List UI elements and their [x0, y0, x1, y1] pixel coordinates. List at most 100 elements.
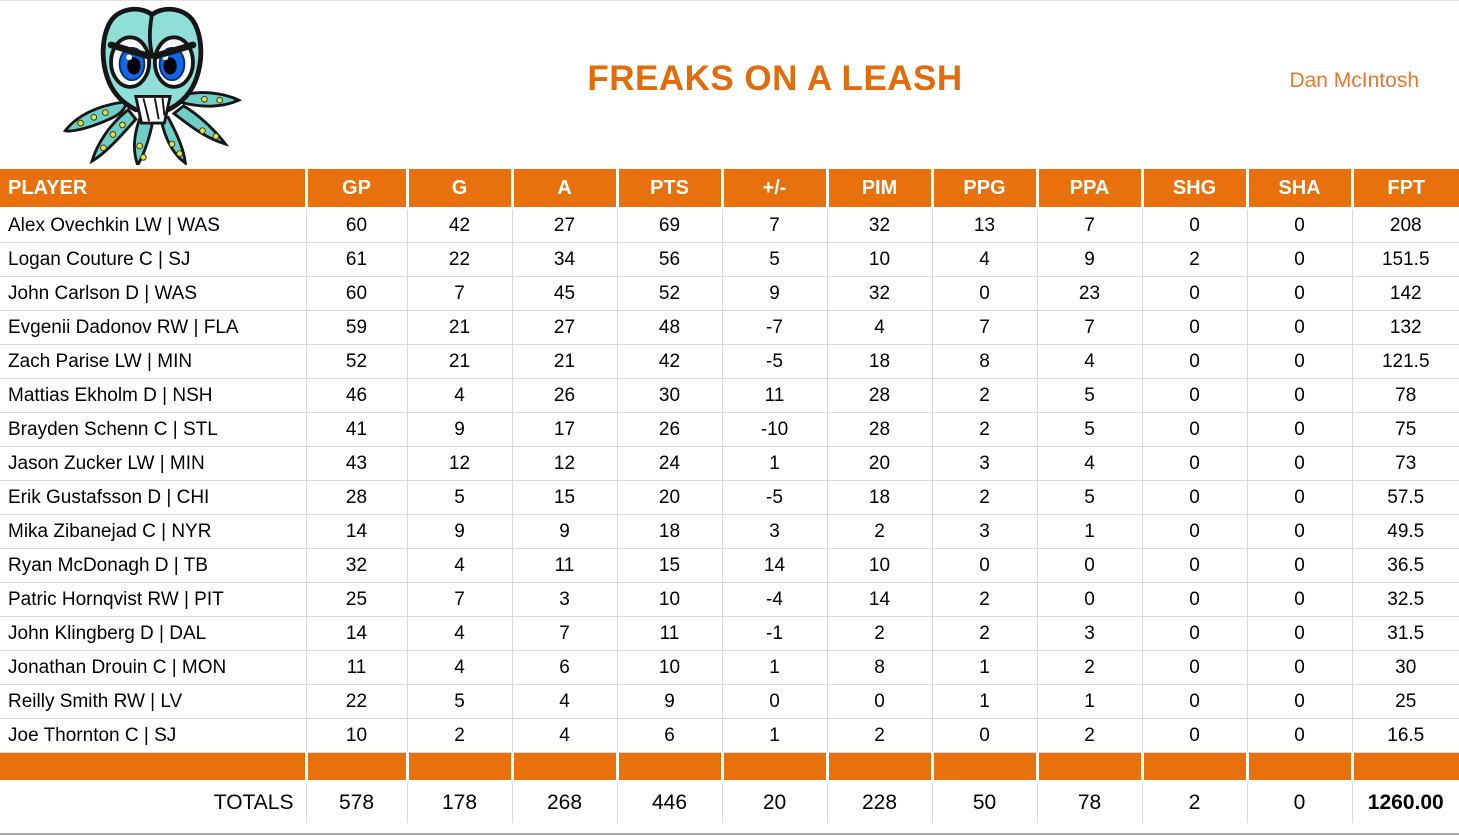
stat-cell[interactable]: 73	[1351, 446, 1459, 481]
stat-cell[interactable]: 61	[305, 242, 407, 277]
stat-cell[interactable]: 21	[406, 310, 512, 345]
stat-cell[interactable]: -5	[721, 344, 827, 379]
column-header-g[interactable]: G	[405, 169, 512, 209]
stat-cell[interactable]: -4	[721, 582, 827, 617]
stat-cell[interactable]: 5	[1036, 480, 1142, 515]
stat-cell[interactable]: 0	[1141, 310, 1247, 345]
stat-cell[interactable]: 0	[1141, 208, 1247, 243]
totals-pts[interactable]: 446	[616, 781, 722, 823]
stat-cell[interactable]: 3	[931, 514, 1037, 549]
stat-cell[interactable]: 43	[305, 446, 407, 481]
column-header-ppg[interactable]: PPG	[930, 169, 1037, 209]
column-header-player[interactable]: PLAYER	[0, 169, 306, 209]
stat-cell[interactable]: 12	[406, 446, 512, 481]
stat-cell[interactable]: 7	[406, 582, 512, 617]
stat-cell[interactable]: 0	[931, 276, 1037, 311]
stat-cell[interactable]: 41	[305, 412, 407, 447]
stat-cell[interactable]: 9	[616, 684, 722, 719]
totals-g[interactable]: 178	[406, 781, 512, 823]
stat-cell[interactable]: 31.5	[1351, 616, 1459, 651]
stat-cell[interactable]: 59	[305, 310, 407, 345]
stat-cell[interactable]: 7	[931, 310, 1037, 345]
player-name-cell[interactable]: Logan Couture C | SJ	[0, 242, 306, 277]
stat-cell[interactable]: 22	[406, 242, 512, 277]
stat-cell[interactable]: 0	[1141, 582, 1247, 617]
stat-cell[interactable]: 6	[511, 650, 617, 685]
stat-cell[interactable]: 0	[1246, 650, 1352, 685]
stat-cell[interactable]: 4	[1036, 446, 1142, 481]
stat-cell[interactable]: 30	[616, 378, 722, 413]
stat-cell[interactable]: 0	[1246, 548, 1352, 583]
stat-cell[interactable]: 10	[305, 718, 407, 753]
column-header-sha[interactable]: SHA	[1245, 169, 1352, 209]
stat-cell[interactable]: 28	[826, 378, 932, 413]
stat-cell[interactable]: 7	[406, 276, 512, 311]
stat-cell[interactable]: 24	[616, 446, 722, 481]
stat-cell[interactable]: 2	[406, 718, 512, 753]
stat-cell[interactable]: 0	[1246, 242, 1352, 277]
player-name-cell[interactable]: Jonathan Drouin C | MON	[0, 650, 306, 685]
stat-cell[interactable]: 4	[406, 548, 512, 583]
stat-cell[interactable]: 42	[406, 208, 512, 243]
stat-cell[interactable]: 4	[931, 242, 1037, 277]
stat-cell[interactable]: 14	[826, 582, 932, 617]
stat-cell[interactable]: 0	[1246, 344, 1352, 379]
stat-cell[interactable]: 32	[826, 276, 932, 311]
column-header-pts[interactable]: PTS	[615, 169, 722, 209]
stat-cell[interactable]: 14	[305, 514, 407, 549]
stat-cell[interactable]: 0	[1246, 514, 1352, 549]
stat-cell[interactable]: 0	[1141, 344, 1247, 379]
stat-cell[interactable]: 28	[305, 480, 407, 515]
stat-cell[interactable]: 2	[826, 616, 932, 651]
totals-ppa[interactable]: 78	[1036, 781, 1142, 823]
totals-plus-minus[interactable]: 20	[721, 781, 827, 823]
stat-cell[interactable]: 8	[931, 344, 1037, 379]
stat-cell[interactable]: 4	[406, 378, 512, 413]
stat-cell[interactable]: 0	[931, 718, 1037, 753]
column-header-a[interactable]: A	[510, 169, 617, 209]
stat-cell[interactable]: 17	[511, 412, 617, 447]
stat-cell[interactable]: 49.5	[1351, 514, 1459, 549]
stat-cell[interactable]: 0	[1246, 616, 1352, 651]
stat-cell[interactable]: 21	[406, 344, 512, 379]
stat-cell[interactable]: 3	[1036, 616, 1142, 651]
stat-cell[interactable]: 75	[1351, 412, 1459, 447]
stat-cell[interactable]: 4	[406, 616, 512, 651]
stat-cell[interactable]: 0	[1246, 310, 1352, 345]
stat-cell[interactable]: 13	[931, 208, 1037, 243]
stat-cell[interactable]: 36.5	[1351, 548, 1459, 583]
stat-cell[interactable]: 0	[1036, 582, 1142, 617]
stat-cell[interactable]: 52	[616, 276, 722, 311]
stat-cell[interactable]: 27	[511, 208, 617, 243]
stat-cell[interactable]: 15	[511, 480, 617, 515]
stat-cell[interactable]: 0	[931, 548, 1037, 583]
stat-cell[interactable]: 15	[616, 548, 722, 583]
stat-cell[interactable]: 46	[305, 378, 407, 413]
stat-cell[interactable]: 20	[826, 446, 932, 481]
stat-cell[interactable]: 32.5	[1351, 582, 1459, 617]
stat-cell[interactable]: 0	[721, 684, 827, 719]
stat-cell[interactable]: 14	[721, 548, 827, 583]
stat-cell[interactable]: 0	[1246, 412, 1352, 447]
stat-cell[interactable]: 7	[721, 208, 827, 243]
stat-cell[interactable]: 34	[511, 242, 617, 277]
stat-cell[interactable]: 26	[511, 378, 617, 413]
stat-cell[interactable]: 7	[1036, 208, 1142, 243]
player-name-cell[interactable]: John Carlson D | WAS	[0, 276, 306, 311]
stat-cell[interactable]: 18	[616, 514, 722, 549]
totals-pim[interactable]: 228	[826, 781, 932, 823]
stat-cell[interactable]: 32	[305, 548, 407, 583]
stat-cell[interactable]: 25	[305, 582, 407, 617]
stat-cell[interactable]: 45	[511, 276, 617, 311]
stat-cell[interactable]: 10	[616, 650, 722, 685]
player-name-cell[interactable]: Patric Hornqvist RW | PIT	[0, 582, 306, 617]
stat-cell[interactable]: 28	[826, 412, 932, 447]
stat-cell[interactable]: 52	[305, 344, 407, 379]
stat-cell[interactable]: 0	[1141, 446, 1247, 481]
stat-cell[interactable]: 2	[931, 582, 1037, 617]
player-name-cell[interactable]: Mika Zibanejad C | NYR	[0, 514, 306, 549]
stat-cell[interactable]: 1	[1036, 684, 1142, 719]
stat-cell[interactable]: 2	[931, 378, 1037, 413]
stat-cell[interactable]: 56	[616, 242, 722, 277]
stat-cell[interactable]: -10	[721, 412, 827, 447]
